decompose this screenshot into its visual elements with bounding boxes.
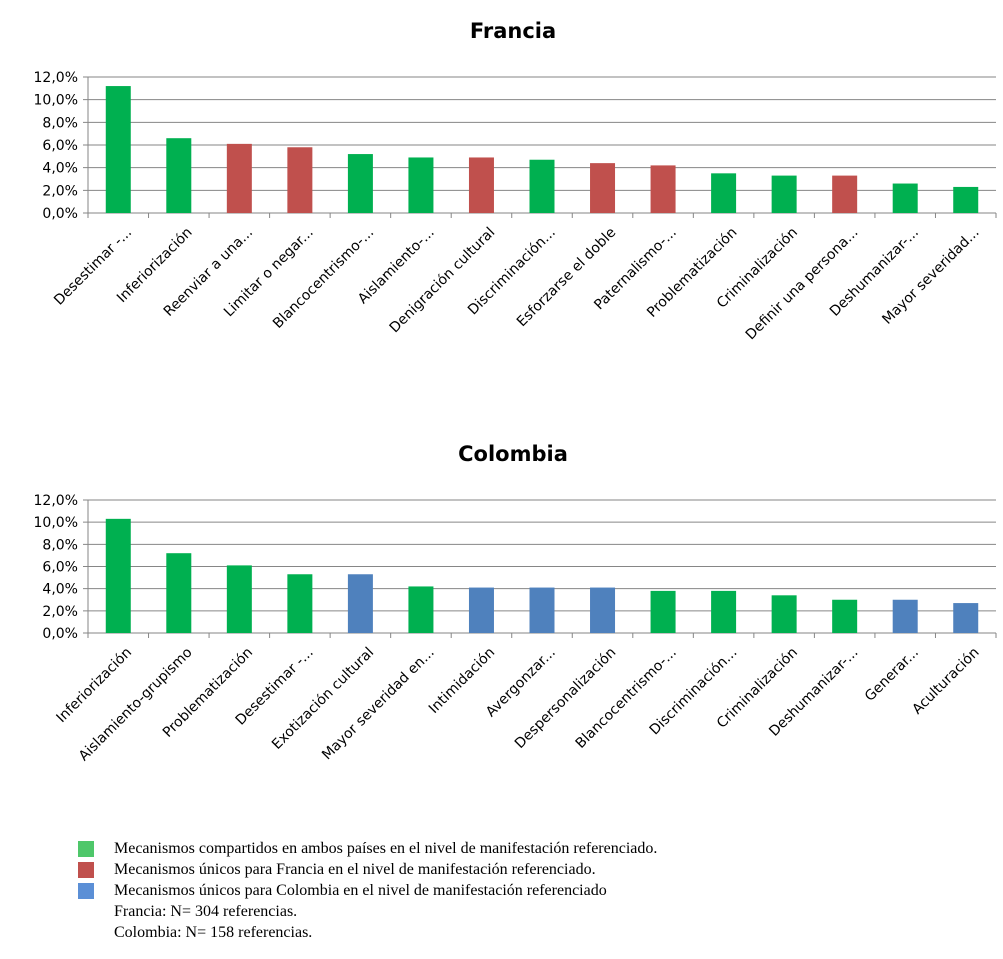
x-tick-label: Despersonalización [512, 645, 619, 752]
bar [468, 157, 494, 213]
y-tick-label: 4,0% [42, 582, 78, 598]
x-tick-label: Esforzarse el doble [514, 225, 620, 331]
bar [529, 159, 555, 213]
bar [953, 186, 979, 213]
bar [590, 587, 616, 633]
bar [408, 586, 434, 633]
y-tick-label: 10,0% [34, 93, 78, 109]
legend-label-france: Mecanismos únicos para Francia en el niv… [114, 861, 596, 878]
y-tick-label: 8,0% [42, 115, 78, 131]
y-tick-label: 0,0% [42, 626, 78, 642]
bar [287, 574, 313, 633]
bar [166, 138, 192, 213]
bar [711, 590, 737, 633]
x-tick-label: Mayor severidad en... [319, 645, 438, 764]
note-france-text: Francia: N= 304 referencias. [114, 903, 298, 920]
y-tick-label: 6,0% [42, 560, 78, 576]
bar [287, 147, 313, 213]
x-tick-label: Aislamiento-grupismo [76, 645, 196, 765]
legend-item-shared: Mecanismos compartidos en ambos países e… [78, 838, 657, 859]
x-tick-label: Blancocentrismo-... [270, 225, 377, 332]
y-tick-label: 8,0% [42, 537, 78, 553]
bar [166, 553, 192, 633]
bar [105, 86, 131, 213]
legend-swatch-shared [78, 840, 94, 857]
x-tick-label: Denigración cultural [387, 225, 499, 337]
bar [832, 599, 858, 633]
y-tick-label: 12,0% [34, 70, 78, 86]
legend-item-france: Mecanismos únicos para Francia en el niv… [78, 859, 657, 880]
bar [771, 175, 797, 213]
note-colombia-text: Colombia: N= 158 referencias. [114, 924, 313, 941]
chart-colombia: Colombia 0,0%2,0%4,0%6,0%8,0%10,0%12,0% … [34, 442, 997, 765]
bar [347, 574, 373, 633]
y-tick-label: 2,0% [42, 604, 78, 620]
note-colombia: Colombia: N= 158 referencias. [78, 922, 657, 943]
legend-item-colombia: Mecanismos únicos para Colombia en el ni… [78, 880, 657, 901]
x-tick-label: Blancocentrismo-... [573, 645, 680, 752]
bar [892, 599, 918, 633]
bar [468, 587, 494, 633]
bar [650, 165, 676, 213]
note-france: Francia: N= 304 referencias. [78, 901, 657, 922]
bar [105, 518, 131, 633]
y-tick-label: 6,0% [42, 138, 78, 154]
chart-title: Colombia [458, 442, 568, 466]
bar [590, 163, 616, 213]
x-tick-label: Generar... [862, 645, 922, 705]
x-tick-label: Exotización cultural [269, 645, 377, 753]
chart-title: Francia [470, 19, 556, 43]
bar [347, 154, 373, 213]
legend-label-shared: Mecanismos compartidos en ambos países e… [114, 840, 658, 857]
bar [226, 143, 252, 213]
bar [953, 603, 979, 633]
bar [226, 565, 252, 633]
x-tick-label: Definir una persona... [743, 225, 862, 344]
bar [771, 595, 797, 633]
bar [892, 183, 918, 213]
y-tick-label: 0,0% [42, 206, 78, 222]
y-tick-label: 2,0% [42, 183, 78, 199]
bar [711, 173, 737, 213]
y-tick-label: 10,0% [34, 515, 78, 531]
bar [832, 175, 858, 213]
legend-swatch-colombia [78, 882, 94, 899]
legend-label-colombia: Mecanismos únicos para Colombia en el ni… [114, 882, 607, 899]
legend-swatch-france [78, 861, 94, 878]
y-tick-label: 12,0% [34, 493, 78, 509]
bar [529, 587, 555, 633]
chart-francia: Francia 0,0% 2,0% 4,0% 6,0% 8,0% 10,0% 12,0% D… [34, 19, 997, 344]
bar [408, 157, 434, 213]
bar [650, 590, 676, 633]
legend: Mecanismos compartidos en ambos países e… [78, 838, 657, 943]
y-tick-label: 4,0% [42, 161, 78, 177]
